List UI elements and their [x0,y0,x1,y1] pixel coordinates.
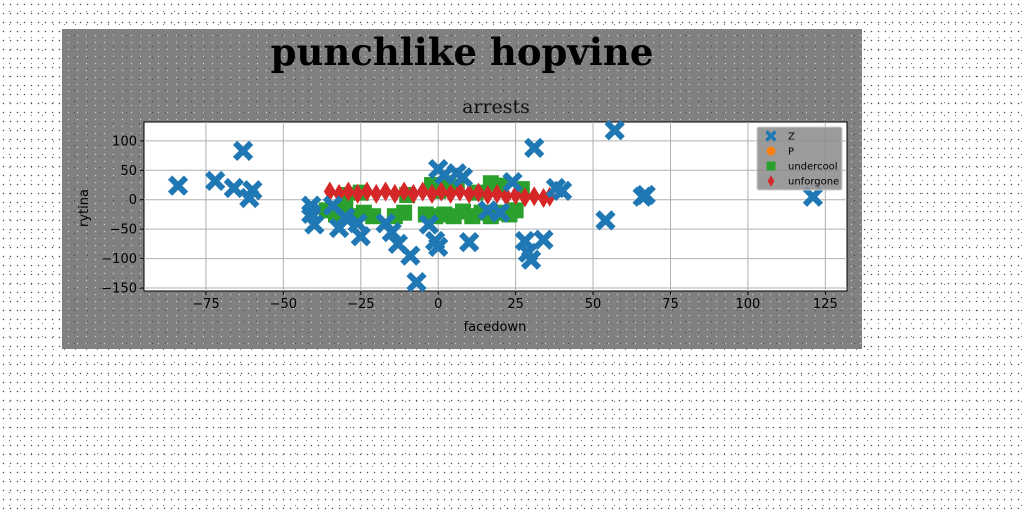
point-z [490,202,511,223]
x-tick-label: 25 [507,297,524,312]
point-undercool [365,208,382,225]
point-unforgone [379,181,392,202]
x-tick-label: 75 [662,297,679,312]
x-tick-label: 0 [434,297,442,312]
point-z [167,175,189,196]
legend-marker-undercool [766,161,776,171]
point-unforgone [491,183,504,204]
data-points [167,120,824,293]
point-z [452,167,474,188]
x-axis-label: facedown [464,320,527,335]
point-z [595,210,616,231]
y-tick-label: −50 [110,223,137,238]
legend-marker-unforgone [767,175,775,187]
point-unforgone [407,183,420,204]
point-unforgone [398,181,411,202]
x-tick-label: −25 [347,297,374,312]
point-z [304,214,325,235]
point-unforgone [416,181,429,202]
point-undercool [507,202,524,219]
chart-title: punchlike hopvine [270,30,654,74]
legend-box [756,126,843,191]
x-tick-label: 50 [585,297,602,312]
point-unforgone [518,187,531,208]
plot-area [143,121,848,292]
point-unforgone [388,183,401,204]
legend-label-p: P [788,147,794,158]
point-z [335,207,356,228]
point-z [502,171,523,193]
point-unforgone [435,181,448,202]
legend-marker-z [765,130,777,142]
point-unforgone [472,182,485,203]
point-z [406,272,427,293]
point-z [347,213,368,234]
point-z [520,249,542,270]
point-z [533,229,554,250]
point-z [350,226,371,247]
point-z [802,186,824,207]
point-z [242,180,263,201]
grid-lines [144,122,847,291]
y-tick-label: 100 [112,134,137,149]
point-z [635,184,656,206]
point-z [524,137,545,159]
point-unforgone [360,181,373,202]
point-unforgone [528,186,541,207]
legend-label-unforgone: unforgone [788,177,839,188]
axis-ticks: −75 −50 −25 0 25 50 75 100 125 −150 −100 −50 0 50 100 [101,134,837,312]
y-tick-label: 50 [120,164,137,179]
point-unforgone [444,183,457,204]
point-z [459,232,480,253]
point-unforgone [426,183,439,204]
x-tick-label: 100 [735,297,760,312]
point-unforgone [342,181,355,202]
point-z [205,170,226,192]
point-unforgone [481,185,494,206]
legend-marker-p [766,146,776,156]
point-z [428,236,449,257]
point-z [381,221,402,243]
point-undercool [396,204,413,221]
point-z [604,120,625,141]
point-unforgone [500,186,513,207]
y-tick-label: −100 [101,252,137,267]
legend-label-undercool: undercool [788,162,838,173]
chart-subtitle: arrests [462,96,530,118]
x-tick-label: 125 [813,297,838,312]
point-z [551,180,573,202]
point-z [223,177,244,199]
y-axis-label: rytina [77,189,92,227]
point-z [232,140,254,161]
y-tick-label: −150 [101,282,137,297]
point-unforgone [463,183,476,204]
point-unforgone [370,183,383,204]
point-z [418,214,440,235]
point-z [328,217,350,239]
legend-label-z: Z [788,132,795,143]
point-unforgone [351,183,364,204]
x-tick-label: −75 [192,297,219,312]
y-tick-label: 0 [129,193,137,208]
point-z [400,245,421,266]
x-tick-label: −50 [270,297,297,312]
